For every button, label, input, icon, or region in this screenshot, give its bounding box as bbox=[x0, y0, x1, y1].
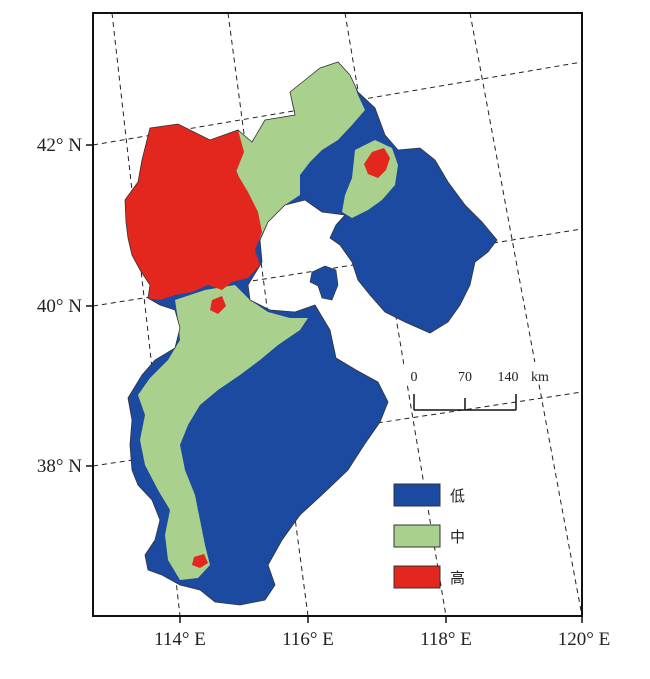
region-boundary bbox=[124, 61, 498, 606]
legend-label-high: 高 bbox=[450, 569, 465, 587]
scale-label-140: 140 bbox=[498, 370, 519, 385]
medium-risk-zone-west bbox=[138, 285, 308, 580]
lon-label-120: 120° E bbox=[558, 629, 610, 650]
lat-label-42: 42° N bbox=[37, 135, 82, 156]
lon-label-118: 118° E bbox=[420, 629, 472, 650]
medium-risk-zone-north bbox=[232, 62, 365, 242]
lon-label-116: 116° E bbox=[282, 629, 334, 650]
legend-label-low: 低 bbox=[450, 487, 465, 505]
legend-swatch-medium bbox=[393, 524, 441, 548]
high-risk-patch-south bbox=[192, 554, 208, 568]
high-risk-patch-middle bbox=[210, 296, 226, 314]
axis-ticks bbox=[86, 144, 583, 623]
legend-swatch-high bbox=[393, 565, 441, 589]
map-frame bbox=[92, 12, 583, 617]
scale-label-0: 0 bbox=[411, 370, 418, 385]
low-risk-enclave bbox=[309, 265, 339, 301]
study-region bbox=[124, 61, 498, 606]
scale-bar: 0 70 140 km bbox=[404, 362, 554, 411]
scale-unit: km bbox=[531, 370, 549, 385]
lon-label-114: 114° E bbox=[154, 629, 206, 650]
legend: 低 中 高 bbox=[393, 483, 465, 589]
lat-label-40: 40° N bbox=[37, 296, 82, 317]
lat-label-38: 38° N bbox=[37, 456, 82, 477]
high-risk-zone bbox=[125, 124, 262, 300]
legend-label-medium: 中 bbox=[450, 528, 465, 546]
high-risk-patch-east bbox=[364, 148, 390, 178]
legend-swatch-low bbox=[393, 483, 441, 507]
scale-label-70: 70 bbox=[458, 370, 472, 385]
scale-bar-background bbox=[404, 362, 554, 384]
